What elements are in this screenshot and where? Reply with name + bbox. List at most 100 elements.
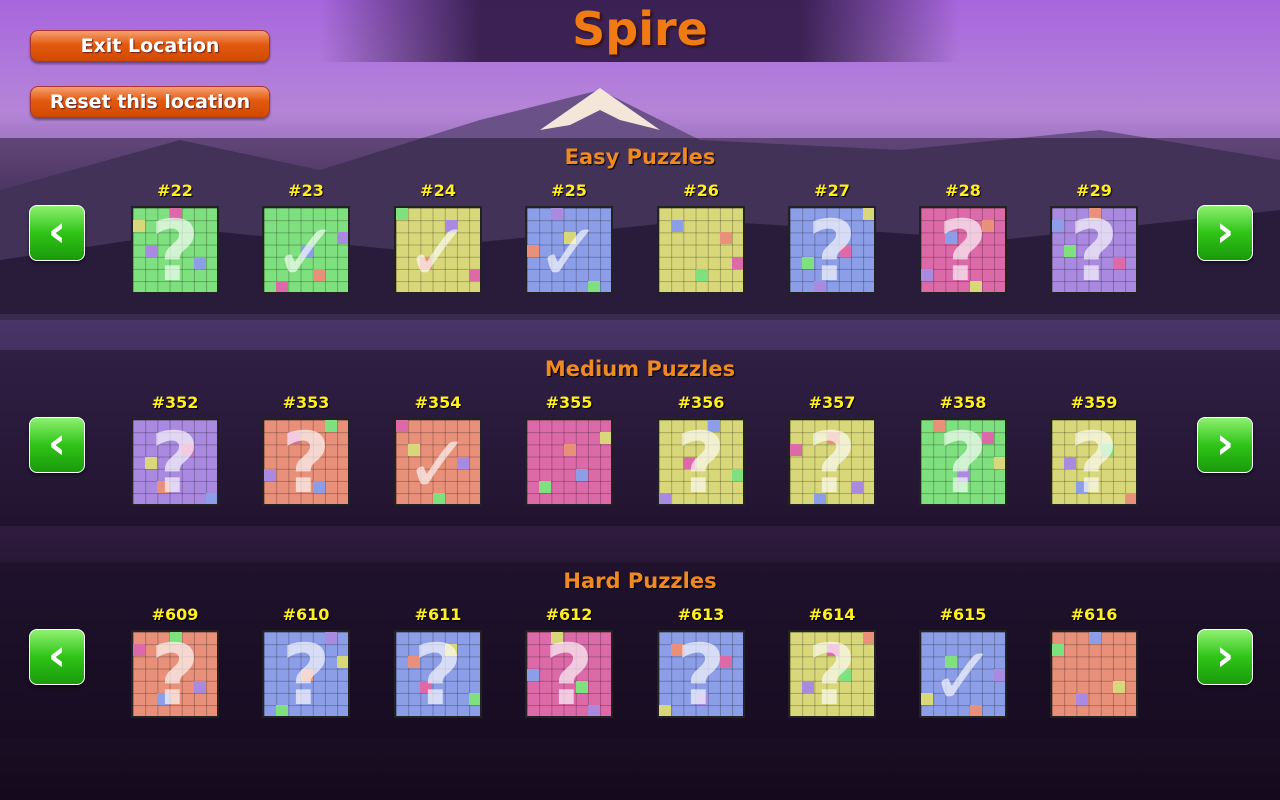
question-mark-icon: ? — [1069, 418, 1119, 506]
region-cell — [1052, 644, 1064, 657]
region-cell — [420, 680, 433, 693]
region-cell — [312, 269, 325, 281]
question-mark-icon: ? — [807, 630, 857, 718]
puzzle-thumbnail[interactable]: ✓ — [394, 418, 482, 506]
next-page-button[interactable]: › — [1197, 205, 1253, 261]
puzzle-thumbnail[interactable]: ? — [131, 630, 219, 718]
next-page-button[interactable]: › — [1197, 629, 1253, 685]
puzzle-number: #615 — [939, 605, 987, 624]
region-cell — [169, 208, 182, 220]
region-cell — [276, 705, 289, 716]
region-cell — [312, 481, 325, 493]
puzzle-number: #358 — [939, 393, 987, 412]
previous-page-button[interactable]: ‹ — [29, 629, 85, 685]
puzzle-thumbnail[interactable]: ? — [788, 630, 876, 718]
puzzle-thumbnail[interactable]: ? — [919, 206, 1007, 294]
region-cell — [695, 269, 708, 281]
puzzle-thumbnail[interactable] — [1050, 630, 1138, 718]
region-cell — [659, 493, 671, 504]
region-cell — [444, 220, 457, 233]
question-mark-icon: ? — [150, 418, 200, 506]
puzzle-thumbnail[interactable]: ? — [788, 418, 876, 506]
chevron-right-icon: › — [1215, 630, 1235, 681]
puzzle-thumbnail[interactable] — [525, 418, 613, 506]
puzzle-thumbnail[interactable]: ? — [919, 418, 1007, 506]
puzzle-thumbnail[interactable]: ? — [1050, 206, 1138, 294]
puzzle-number: #354 — [414, 393, 462, 412]
region-cell — [396, 208, 408, 220]
region-cell — [707, 420, 720, 432]
region-cell — [1076, 481, 1089, 493]
region-cell — [396, 420, 408, 432]
region-cell — [945, 232, 958, 245]
question-mark-icon: ? — [938, 206, 988, 294]
checkmark-icon: ✓ — [272, 206, 340, 294]
region-cell — [659, 705, 671, 716]
next-page-button[interactable]: › — [1197, 417, 1253, 473]
region-cell — [420, 256, 433, 269]
puzzle-thumbnail[interactable]: ? — [1050, 418, 1138, 506]
region-cell — [206, 493, 217, 504]
region-cell — [732, 468, 743, 481]
reset-location-button[interactable]: Reset this location — [30, 86, 270, 118]
region-cell — [588, 705, 600, 716]
region-cell — [994, 668, 1005, 681]
puzzle-thumbnail[interactable]: ? — [394, 630, 482, 718]
puzzle-number: #28 — [945, 181, 981, 200]
region-cell — [264, 468, 276, 481]
chevron-left-icon: ‹ — [47, 630, 67, 681]
puzzle-thumbnail[interactable]: ? — [262, 418, 350, 506]
region-cell — [1113, 680, 1125, 693]
puzzle-thumbnail[interactable]: ✓ — [262, 206, 350, 294]
region-cell — [802, 256, 815, 269]
question-mark-icon: ? — [1069, 206, 1119, 294]
region-cell — [732, 256, 743, 269]
region-cell — [720, 232, 732, 245]
chevron-left-icon: ‹ — [47, 206, 67, 257]
checkmark-icon: ✓ — [535, 206, 603, 294]
region-cell — [683, 456, 696, 469]
title-bar — [320, 0, 960, 62]
region-cell — [600, 432, 611, 445]
puzzle-thumbnail[interactable]: ? — [131, 206, 219, 294]
region-cell — [957, 468, 970, 481]
puzzle-number: #612 — [545, 605, 593, 624]
puzzle-thumbnail[interactable]: ? — [262, 630, 350, 718]
region-cell — [551, 208, 564, 220]
region-cell — [1064, 456, 1077, 469]
region-cell — [563, 232, 576, 245]
region-cell — [1052, 220, 1064, 233]
region-cell — [838, 668, 851, 681]
puzzle-thumbnail[interactable]: ✓ — [525, 206, 613, 294]
puzzle-thumbnail[interactable]: ? — [788, 206, 876, 294]
question-mark-icon: ? — [281, 418, 331, 506]
previous-page-button[interactable]: ‹ — [29, 417, 85, 473]
puzzle-thumbnail[interactable]: ? — [657, 418, 745, 506]
puzzle-thumbnail[interactable]: ? — [525, 630, 613, 718]
checkmark-icon: ✓ — [929, 630, 997, 718]
previous-page-button[interactable]: ‹ — [29, 205, 85, 261]
puzzle-thumbnail[interactable]: ? — [657, 630, 745, 718]
region-cell — [527, 668, 539, 681]
region-cell — [1088, 632, 1101, 644]
puzzle-thumbnail[interactable]: ✓ — [394, 206, 482, 294]
region-cell — [863, 208, 874, 220]
region-cell — [408, 656, 421, 669]
checkmark-icon: ✓ — [404, 206, 472, 294]
region-cell — [1100, 444, 1113, 457]
question-mark-icon: ? — [807, 418, 857, 506]
exit-location-button[interactable]: Exit Location — [30, 30, 270, 62]
puzzle-number: #616 — [1070, 605, 1118, 624]
region-cell — [469, 269, 480, 281]
region-cell — [551, 632, 564, 644]
question-mark-icon: ? — [807, 206, 857, 294]
puzzle-thumbnail[interactable]: ✓ — [919, 630, 1007, 718]
region-cell — [300, 668, 313, 681]
puzzle-thumbnail[interactable]: ? — [131, 418, 219, 506]
region-cell — [145, 244, 158, 257]
region-cell — [851, 481, 863, 493]
puzzle-number: #613 — [677, 605, 725, 624]
puzzle-thumbnail[interactable] — [657, 206, 745, 294]
region-cell — [563, 444, 576, 457]
region-cell — [720, 656, 732, 669]
